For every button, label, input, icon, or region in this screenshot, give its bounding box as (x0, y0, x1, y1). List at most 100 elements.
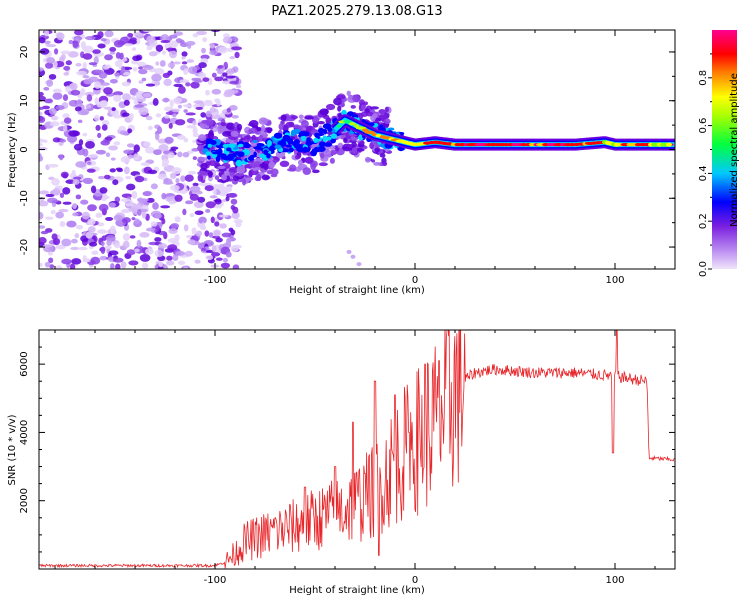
noise-blob (113, 141, 121, 146)
noise-blob (119, 130, 129, 136)
signal-blob (266, 169, 273, 175)
colorbar: 0.0 0.2 0.4 0.6 0.8 Normalized spectral ampl… (698, 30, 740, 277)
noise-blob (167, 244, 178, 251)
noise-blob (112, 257, 124, 263)
noise-blob (46, 44, 57, 48)
noise-blob (52, 88, 62, 93)
noise-blob (120, 198, 131, 202)
noise-blob (88, 62, 98, 66)
noise-blob (39, 153, 43, 162)
noise-blob (39, 116, 46, 124)
noise-blob (222, 257, 229, 263)
signal-core (300, 134, 307, 142)
signal-blob (374, 147, 381, 153)
noise-blob (105, 152, 111, 158)
ridge-hotspot (614, 142, 620, 147)
noise-blob (200, 222, 206, 229)
noise-blob (144, 248, 154, 255)
snr-xtick-label: -100 (204, 575, 227, 586)
noise-blob (56, 32, 65, 41)
noise-blob (196, 30, 207, 36)
noise-blob (187, 43, 192, 49)
noise-blob (203, 101, 214, 107)
noise-blob (167, 152, 175, 159)
signal-blob (218, 168, 227, 172)
noise-blob (39, 138, 45, 143)
noise-blob (59, 192, 65, 198)
noise-blob (169, 172, 177, 179)
snr-panel: -100 0 100 2000 4000 6000 Height of straight … (7, 329, 676, 596)
signal-core (305, 141, 313, 146)
noise-blob (210, 252, 221, 257)
noise-blob (138, 66, 144, 70)
noise-blob (136, 208, 142, 216)
noise-blob (215, 257, 223, 261)
signal-blob (311, 169, 320, 174)
signal-core (215, 156, 220, 162)
noise-blob (222, 72, 228, 77)
signal-core (205, 151, 211, 157)
noise-blob (133, 32, 145, 37)
noise-blob (113, 114, 123, 119)
signal-blob (252, 167, 258, 171)
noise-blob (231, 114, 239, 119)
signal-blob (322, 108, 329, 115)
signal-core (207, 143, 212, 147)
noise-blob (120, 156, 131, 163)
noise-blob (87, 218, 96, 226)
noise-blob (39, 111, 43, 117)
noise-blob (52, 188, 61, 196)
signal-core (235, 159, 243, 167)
noise-blob (194, 79, 203, 83)
signal-core (317, 132, 325, 136)
noise-blob (104, 54, 113, 61)
noise-blob (39, 190, 50, 195)
noise-blob (160, 34, 170, 42)
noise-blob (105, 216, 114, 221)
noise-blob (58, 208, 69, 213)
noise-blob (78, 139, 84, 146)
noise-blob (169, 34, 178, 39)
signal-blob (236, 123, 243, 131)
noise-blob (110, 263, 115, 269)
noise-blob (48, 257, 54, 264)
noise-blob (162, 264, 168, 269)
noise-blob (139, 232, 150, 238)
signal-blob (197, 170, 208, 176)
signal-blob (304, 157, 314, 164)
signal-blob (279, 160, 290, 168)
noise-blob (186, 59, 195, 63)
spectrogram-ylabel: Frequency (Hz) (7, 112, 18, 188)
noise-blob (52, 92, 63, 100)
noise-blob (50, 115, 59, 121)
noise-blob (100, 100, 108, 107)
noise-blob (114, 242, 121, 249)
signal-core (229, 143, 236, 148)
signal-core (237, 152, 245, 158)
signal-blob (379, 153, 386, 158)
noise-blob (231, 211, 240, 220)
noise-blob (123, 72, 131, 76)
noise-blob (127, 32, 134, 38)
noise-blob (230, 198, 238, 205)
noise-blob (122, 240, 130, 249)
noise-blob (165, 111, 175, 116)
snr-frame (38, 329, 676, 570)
signal-blob (350, 104, 356, 109)
noise-blob (81, 211, 91, 220)
signal-core (207, 155, 211, 160)
noise-blob (173, 61, 181, 65)
signal-blob (333, 97, 342, 106)
noise-blob (161, 192, 167, 200)
noise-blob (39, 37, 46, 44)
noise-blob (165, 47, 177, 51)
colorbar-label: Normalized spectral amplitude (729, 73, 740, 227)
noise-blob (71, 169, 76, 176)
noise-blob (198, 72, 207, 79)
signal-core (317, 127, 325, 134)
noise-blob (190, 81, 200, 89)
noise-blob (194, 210, 204, 216)
signal-core (317, 146, 326, 153)
signal-blob (352, 94, 361, 103)
colorbar-tick-label: 0.8 (698, 70, 709, 86)
